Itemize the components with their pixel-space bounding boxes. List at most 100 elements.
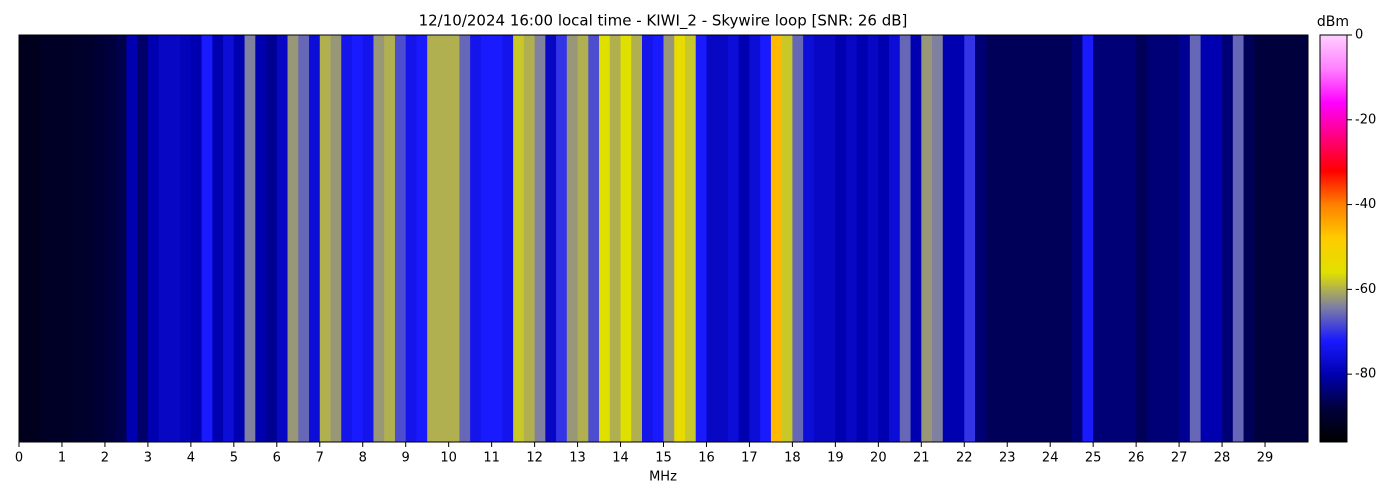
heat-cell (104, 35, 117, 442)
heat-cell (932, 35, 944, 442)
heat-cell (1007, 35, 1019, 442)
x-tick-label: 3 (144, 451, 152, 466)
heat-cell (1211, 35, 1223, 442)
x-tick-label: 10 (440, 451, 457, 466)
heat-cell (534, 35, 546, 442)
heat-cell (1093, 35, 1105, 442)
heat-cell (867, 35, 879, 442)
heat-cell (878, 35, 890, 442)
heat-cell (1168, 35, 1180, 442)
heat-cell (910, 35, 922, 442)
heat-cell (803, 35, 815, 442)
heat-cell (523, 35, 536, 442)
heat-cell (147, 35, 160, 442)
heat-cell (212, 35, 224, 442)
heat-cell (298, 35, 310, 442)
heat-cell (351, 35, 364, 442)
chart-title: 12/10/2024 16:00 local time - KIWI_2 - S… (419, 12, 908, 31)
heat-cell (190, 35, 203, 442)
x-tick-label: 29 (1257, 451, 1274, 466)
heat-cell (727, 35, 740, 442)
heat-cell (813, 35, 826, 442)
heat-cell (513, 35, 525, 442)
heat-cell (985, 35, 997, 442)
heat-cell (180, 35, 192, 442)
x-tick-label: 12 (526, 451, 543, 466)
x-tick-label: 26 (1128, 451, 1145, 466)
heat-cell (835, 35, 847, 442)
colorbar-tick-label: -80 (1355, 367, 1376, 382)
heat-cell (61, 35, 74, 442)
x-tick-label: 27 (1171, 451, 1188, 466)
colorbar-tick-label: -40 (1355, 197, 1376, 212)
heat-cell (51, 35, 63, 442)
heat-cell (287, 35, 299, 442)
x-tick-label: 11 (483, 451, 500, 466)
heat-cell (94, 35, 106, 442)
heat-cell (1103, 35, 1116, 442)
heat-cell (384, 35, 396, 442)
colorbar-tick-label: 0 (1355, 28, 1363, 43)
heat-cell (1243, 35, 1255, 442)
heat-cell (1275, 35, 1288, 442)
heat-cell (115, 35, 127, 442)
heat-cell (781, 35, 793, 442)
heat-cell (416, 35, 428, 442)
heat-cell (1200, 35, 1212, 442)
heat-cell (1232, 35, 1245, 442)
colorbar-tick-label: -60 (1355, 282, 1376, 297)
x-tick-label: 0 (15, 451, 23, 466)
heat-cell (330, 35, 342, 442)
heat-cell (749, 35, 761, 442)
heat-cell (448, 35, 460, 442)
heat-cell (599, 35, 611, 442)
heat-cell (502, 35, 514, 442)
x-tick-label: 7 (316, 451, 324, 466)
heat-cell (717, 35, 729, 442)
x-tick-label: 4 (187, 451, 195, 466)
x-tick-label: 6 (273, 451, 281, 466)
heat-cell (480, 35, 493, 442)
heat-cell (1157, 35, 1169, 442)
heat-cell (792, 35, 804, 442)
heat-cell (1222, 35, 1234, 442)
x-tick-label: 21 (913, 451, 930, 466)
heat-cell (19, 35, 31, 442)
heat-cell (706, 35, 718, 442)
heat-cell (588, 35, 600, 442)
heat-cell (631, 35, 643, 442)
x-tick-label: 8 (359, 451, 367, 466)
colorbar-label: dBm (1317, 14, 1349, 30)
heat-cell (40, 35, 52, 442)
heat-cell (1050, 35, 1062, 442)
heat-cell (233, 35, 246, 442)
heat-cell (652, 35, 664, 442)
heat-cell (244, 35, 256, 442)
x-tick-label: 15 (655, 451, 672, 466)
heat-cell (309, 35, 321, 442)
heat-cell (856, 35, 869, 442)
heat-cell (1114, 35, 1126, 442)
x-tick-label: 1 (58, 451, 66, 466)
heat-cell (642, 35, 654, 442)
heat-cell (1039, 35, 1051, 442)
heat-cell (609, 35, 622, 442)
heat-cell (964, 35, 976, 442)
heat-cell (83, 35, 95, 442)
x-tick-label: 20 (870, 451, 887, 466)
heat-cell (684, 35, 697, 442)
heat-cell (545, 35, 557, 442)
heat-cell (255, 35, 267, 442)
x-tick-label: 2 (101, 451, 109, 466)
x-tick-label: 18 (784, 451, 801, 466)
heat-cell (1136, 35, 1148, 442)
heat-cell (459, 35, 471, 442)
x-axis-label: MHz (649, 470, 677, 485)
heat-cell (169, 35, 181, 442)
x-tick-label: 22 (956, 451, 973, 466)
heat-cell (620, 35, 632, 442)
heat-cell (1189, 35, 1202, 442)
heat-cell (158, 35, 170, 442)
heat-cell (362, 35, 374, 442)
